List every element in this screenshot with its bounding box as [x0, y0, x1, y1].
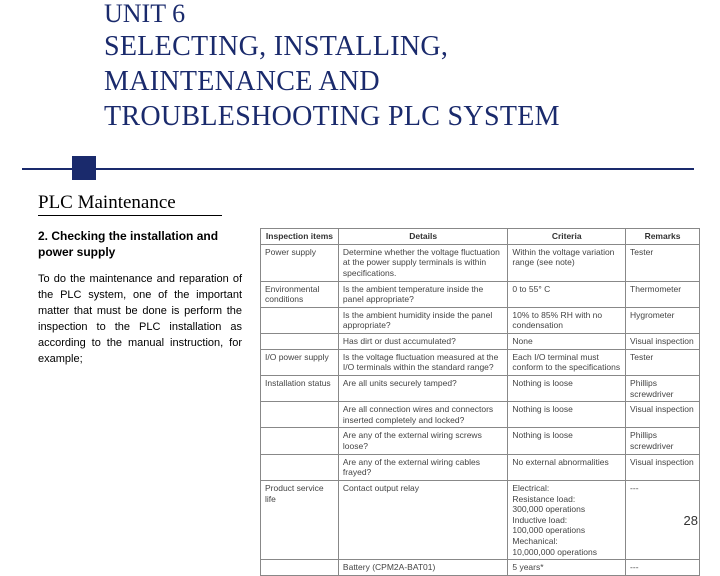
- table-cell: Power supply: [261, 244, 339, 281]
- table-cell: [261, 334, 339, 350]
- table-cell: Are any of the external wiring cables fr…: [338, 454, 507, 480]
- table-cell: Are all connection wires and connectors …: [338, 402, 507, 428]
- table-row: Are all connection wires and connectors …: [261, 402, 700, 428]
- table-cell: 0 to 55° C: [508, 281, 626, 307]
- table-row: Product service lifeContact output relay…: [261, 480, 700, 559]
- table-cell: No external abnormalities: [508, 454, 626, 480]
- table-cell: [261, 402, 339, 428]
- table-header: Details: [338, 229, 507, 245]
- table-row: Installation statusAre all units securel…: [261, 375, 700, 401]
- table-cell: Nothing is loose: [508, 375, 626, 401]
- table-cell: Contact output relay: [338, 480, 507, 559]
- table-cell: Visual inspection: [626, 402, 700, 428]
- title-line-3: TROUBLESHOOTING PLC SYSTEM: [104, 99, 664, 134]
- table-cell: Has dirt or dust accumulated?: [338, 334, 507, 350]
- table-cell: Are any of the external wiring screws lo…: [338, 428, 507, 454]
- page-number: 28: [684, 513, 698, 528]
- table-cell: Electrical: Resistance load: 300,000 ope…: [508, 480, 626, 559]
- table-row: Power supplyDetermine whether the voltag…: [261, 244, 700, 281]
- table-row: Environmental conditionsIs the ambient t…: [261, 281, 700, 307]
- table-row: Battery (CPM2A-BAT01)5 years*---: [261, 560, 700, 576]
- table-cell: [261, 560, 339, 576]
- table-cell: Nothing is loose: [508, 402, 626, 428]
- table-cell: [261, 454, 339, 480]
- table-header: Inspection items: [261, 229, 339, 245]
- table-cell: [261, 307, 339, 333]
- table-cell: Phillips screwdriver: [626, 375, 700, 401]
- table-cell: Each I/O terminal must conform to the sp…: [508, 349, 626, 375]
- table-header: Criteria: [508, 229, 626, 245]
- title-line-1: SELECTING, INSTALLING,: [104, 29, 664, 64]
- table-row: Is the ambient humidity inside the panel…: [261, 307, 700, 333]
- table-cell: Nothing is loose: [508, 428, 626, 454]
- title-underline: [22, 168, 694, 170]
- table-row: Are any of the external wiring screws lo…: [261, 428, 700, 454]
- table-cell: Battery (CPM2A-BAT01): [338, 560, 507, 576]
- table-cell: 10% to 85% RH with no condensation: [508, 307, 626, 333]
- table-cell: Thermometer: [626, 281, 700, 307]
- inspection-table: Inspection items Details Criteria Remark…: [260, 228, 700, 576]
- table-cell: Are all units securely tamped?: [338, 375, 507, 401]
- page-subtitle: PLC Maintenance: [38, 192, 176, 214]
- table-cell: Installation status: [261, 375, 339, 401]
- table-cell: Tester: [626, 349, 700, 375]
- table-cell: Visual inspection: [626, 454, 700, 480]
- table-cell: Is the ambient temperature inside the pa…: [338, 281, 507, 307]
- section-heading: 2. Checking the installation and power s…: [38, 228, 238, 260]
- table-cell: Is the voltage fluctuation measured at t…: [338, 349, 507, 375]
- table-cell: Determine whether the voltage fluctuatio…: [338, 244, 507, 281]
- table-cell: None: [508, 334, 626, 350]
- subtitle-underline: [38, 215, 222, 216]
- table-row: Are any of the external wiring cables fr…: [261, 454, 700, 480]
- title-line-2: MAINTENANCE AND: [104, 64, 664, 99]
- table-cell: Phillips screwdriver: [626, 428, 700, 454]
- table-cell: Product service life: [261, 480, 339, 559]
- table-cell: Environmental conditions: [261, 281, 339, 307]
- table-row: I/O power supplyIs the voltage fluctuati…: [261, 349, 700, 375]
- table-cell: Within the voltage variation range (see …: [508, 244, 626, 281]
- table-cell: Is the ambient humidity inside the panel…: [338, 307, 507, 333]
- table-cell: I/O power supply: [261, 349, 339, 375]
- table-cell: 5 years*: [508, 560, 626, 576]
- inspection-table-container: Inspection items Details Criteria Remark…: [260, 228, 700, 576]
- table-cell: [261, 428, 339, 454]
- table-cell: Visual inspection: [626, 334, 700, 350]
- body-paragraph: To do the maintenance and reparation of …: [38, 272, 242, 368]
- table-header-row: Inspection items Details Criteria Remark…: [261, 229, 700, 245]
- table-header: Remarks: [626, 229, 700, 245]
- table-cell: Tester: [626, 244, 700, 281]
- table-row: Has dirt or dust accumulated?NoneVisual …: [261, 334, 700, 350]
- table-cell: Hygrometer: [626, 307, 700, 333]
- unit-label: UNIT 6: [104, 0, 664, 29]
- table-cell: ---: [626, 560, 700, 576]
